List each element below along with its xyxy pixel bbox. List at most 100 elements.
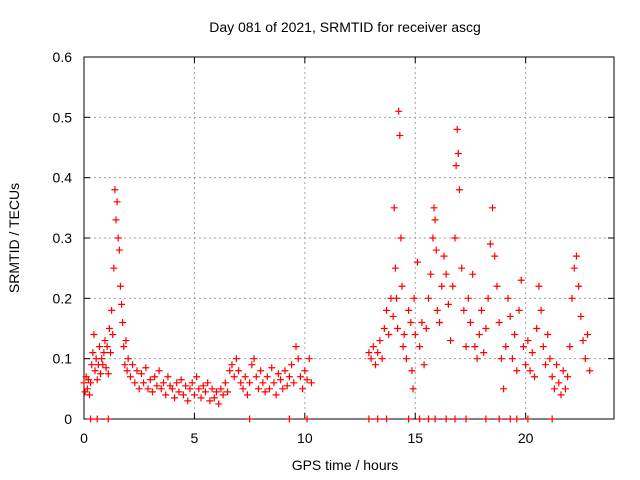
data-point	[140, 379, 148, 387]
data-point	[489, 204, 497, 212]
data-point	[455, 186, 463, 194]
data-point	[283, 382, 291, 390]
data-point	[120, 343, 128, 351]
data-point	[374, 349, 382, 357]
x-tick-label: 15	[407, 430, 423, 446]
data-point	[153, 382, 161, 390]
data-point	[431, 216, 439, 224]
x-tick-label: 5	[191, 430, 199, 446]
data-point	[444, 300, 452, 308]
data-point	[124, 355, 132, 363]
data-point	[131, 379, 139, 387]
data-point	[410, 294, 418, 302]
data-point	[184, 397, 192, 405]
data-point	[288, 361, 296, 369]
data-point	[469, 270, 477, 278]
data-point	[208, 385, 216, 393]
data-point	[93, 376, 101, 384]
data-point	[95, 343, 103, 351]
data-point	[425, 294, 432, 302]
data-point	[195, 385, 203, 393]
data-point	[102, 364, 110, 372]
data-point	[584, 331, 591, 339]
data-point	[118, 300, 126, 308]
data-point	[290, 379, 298, 387]
data-point	[453, 125, 461, 133]
data-point	[407, 318, 415, 326]
data-point	[162, 391, 170, 399]
data-point	[546, 355, 554, 363]
data-point	[413, 258, 421, 266]
data-point	[224, 388, 232, 396]
data-point	[305, 355, 313, 363]
data-point	[303, 376, 311, 384]
data-point	[400, 331, 408, 339]
y-tick-label: 0.4	[53, 170, 73, 186]
zero-level-point	[303, 415, 311, 423]
y-tick-label: 0.3	[53, 230, 73, 246]
data-point	[570, 264, 578, 272]
data-point	[160, 379, 167, 387]
data-point	[116, 282, 124, 290]
data-point	[491, 252, 499, 260]
data-point	[367, 355, 375, 363]
data-point	[511, 331, 519, 339]
zero-level-point	[462, 415, 470, 423]
data-point	[123, 367, 131, 375]
data-point	[83, 385, 91, 393]
data-point	[495, 318, 503, 326]
data-point	[292, 343, 300, 351]
data-point	[575, 282, 583, 290]
data-point	[458, 264, 466, 272]
data-point	[436, 318, 444, 326]
data-point	[90, 331, 98, 339]
x-axis-label: GPS time / hours	[292, 457, 399, 473]
data-point	[164, 373, 172, 381]
data-point	[409, 385, 417, 393]
x-tick-label: 0	[80, 430, 88, 446]
data-point	[566, 343, 574, 351]
data-point	[422, 325, 430, 332]
data-point	[466, 318, 474, 326]
zero-level-point	[87, 415, 95, 423]
data-point	[399, 343, 407, 351]
data-point	[201, 388, 209, 396]
data-point	[193, 373, 201, 381]
zero-level-point	[506, 415, 514, 423]
data-point	[99, 361, 107, 369]
data-point	[568, 294, 576, 302]
data-point	[155, 367, 163, 375]
data-point	[151, 373, 159, 381]
data-point	[438, 282, 446, 290]
data-point	[175, 388, 183, 396]
data-point	[427, 270, 435, 278]
x-tick-label: 20	[518, 430, 534, 446]
data-point	[243, 391, 251, 399]
data-point	[221, 379, 229, 387]
zero-level-point	[548, 415, 556, 423]
y-axis-label: SRMTID / TECUs	[6, 183, 22, 293]
data-point	[555, 379, 563, 387]
data-point	[133, 367, 141, 375]
data-point	[266, 385, 273, 393]
data-point	[433, 306, 441, 314]
data-point	[281, 367, 289, 375]
data-point	[557, 391, 565, 399]
data-point	[586, 367, 594, 375]
data-point	[246, 379, 254, 387]
y-tick-label: 0.2	[53, 290, 73, 306]
data-point	[177, 376, 185, 384]
data-point	[248, 361, 256, 369]
data-point	[508, 355, 516, 363]
data-point	[217, 385, 225, 393]
data-point	[148, 388, 156, 396]
y-tick-label: 0.5	[53, 109, 73, 125]
data-point	[484, 294, 492, 302]
data-point	[524, 337, 532, 345]
data-point	[115, 246, 123, 254]
data-point	[80, 379, 88, 387]
data-point	[533, 325, 541, 332]
data-point	[237, 379, 245, 387]
